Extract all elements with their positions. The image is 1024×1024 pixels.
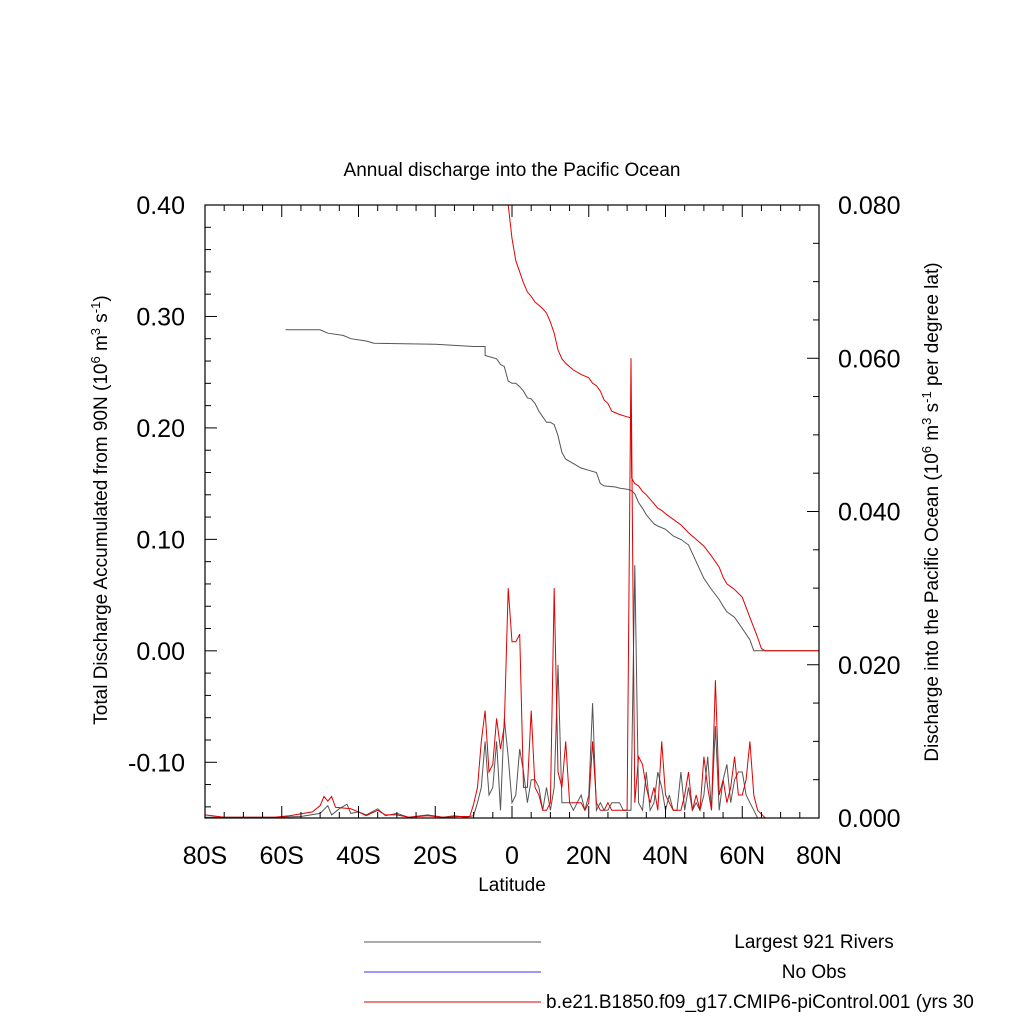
x-tick-label: 0 [505,842,519,870]
x-tick-label: 40S [336,842,380,870]
left-y-tick-label: 0.40 [136,192,185,220]
left-y-tick-label: 0.30 [136,303,185,331]
legend-label-1: No Obs [782,962,846,983]
x-tick-label: 80S [183,842,227,870]
right-axis-label: Discharge into the Pacific Ocean (106 m3… [919,262,943,761]
ticks-layer: 80S 60S 40S 20S 0 20N 40N 60N 80N -0.10 0.00 0.10 0.… [128,192,901,870]
x-tick-label: 20S [413,842,457,870]
series-line-0 [285,329,819,652]
left-axis-label: Total Discharge Accumulated from 90N (10… [88,295,112,724]
right-y-tick-label: 0.060 [838,345,901,373]
right-y-tick-label: 0.040 [838,499,901,527]
x-tick-label: 20N [566,842,612,870]
left-y-tick-label: 0.20 [136,415,185,443]
x-tick-label: 80N [796,842,842,870]
x-tick-label: 40N [643,842,689,870]
legend-label-2: b.e21.B1850.f09_g17.CMIP6-piControl.001 … [546,992,974,1013]
left-y-tick-label: 0.10 [136,526,185,554]
plot-frame [204,204,820,819]
right-y-tick-label: 0.020 [838,652,901,680]
right-y-tick-label: 0.000 [838,805,901,833]
series-line-1 [205,565,819,818]
series-layer [205,205,819,818]
legend: Largest 921 Rivers No Obs b.e21.B1850.f09_… [364,932,974,1013]
x-tick-label: 60S [260,842,304,870]
series-line-2 [507,205,819,652]
chart-title: Annual discharge into the Pacific Ocean [344,160,681,181]
left-y-tick-label: -0.10 [128,749,185,777]
right-y-tick-label: 0.080 [838,192,901,220]
legend-label-0: Largest 921 Rivers [734,932,893,953]
series-line-3 [205,358,819,818]
x-tick-label: 60N [719,842,765,870]
left-y-tick-label: 0.00 [136,638,185,666]
x-axis-label: Latitude [478,875,546,896]
